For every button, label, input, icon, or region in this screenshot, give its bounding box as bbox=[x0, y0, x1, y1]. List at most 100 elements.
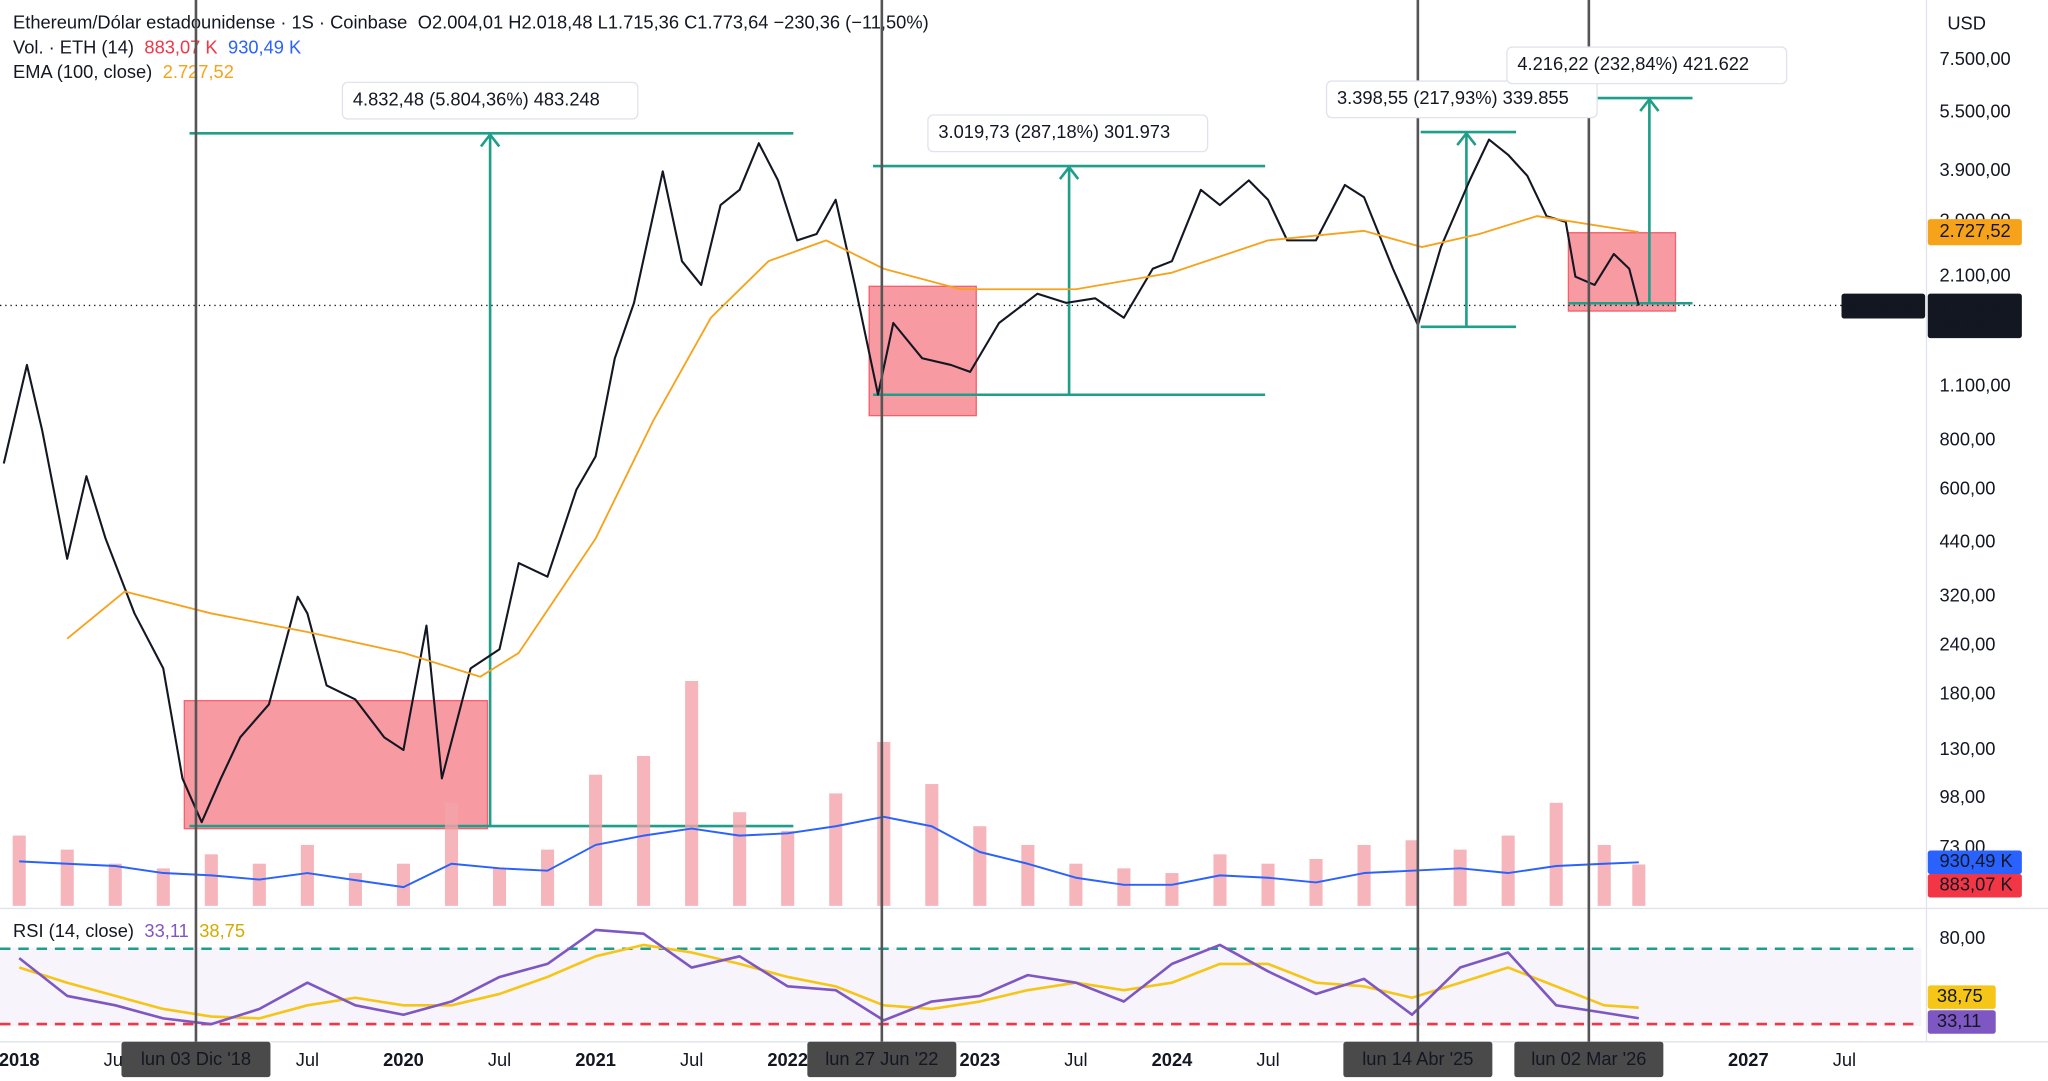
volume-bar bbox=[1165, 873, 1179, 906]
price-tag bbox=[1927, 293, 2022, 339]
symbol-tag bbox=[1841, 293, 1926, 319]
symbol: Ethereum/Dólar estadounidense · 1S · Coi… bbox=[13, 11, 407, 32]
rsi-ma-tag-label: 38,75 bbox=[1937, 985, 1983, 1006]
volume-bar bbox=[492, 868, 507, 906]
x-tick-label: Jul bbox=[680, 1049, 703, 1070]
volume-bar bbox=[396, 863, 410, 906]
date-marker-label: lun 27 Jun '22 bbox=[825, 1048, 938, 1069]
volume-bar bbox=[1632, 864, 1646, 906]
volume-ma bbox=[19, 815, 1639, 889]
y-tick-label: 7.500,00 bbox=[1940, 48, 2011, 69]
volume-bar bbox=[444, 802, 459, 906]
y-tick-label: 1.100,00 bbox=[1940, 375, 2011, 396]
volume-bar bbox=[925, 784, 939, 906]
rsi-tick-label: 80,00 bbox=[1940, 927, 1986, 948]
volume-bar bbox=[685, 681, 699, 906]
y-tick-label: 3.900,00 bbox=[1940, 159, 2011, 180]
ema-line bbox=[66, 215, 1639, 678]
y-tick-label: 440,00 bbox=[1940, 530, 1996, 551]
zone bbox=[183, 699, 489, 830]
x-tick-label: 2018 bbox=[0, 1049, 40, 1070]
legend-name: Vol. · ETH (14) bbox=[13, 36, 134, 57]
legend-value: 930,49 K bbox=[228, 36, 301, 57]
volume-bar bbox=[1501, 835, 1515, 906]
x-tick-label: Jul bbox=[1256, 1049, 1279, 1070]
volume-bar bbox=[877, 741, 891, 906]
zone bbox=[1567, 232, 1677, 312]
x-tick-label: 2021 bbox=[575, 1049, 616, 1070]
volume-bar bbox=[12, 835, 26, 906]
date-marker-label: lun 03 Dic '18 bbox=[141, 1048, 251, 1069]
x-tick-label: Jul bbox=[1833, 1049, 1856, 1070]
volume-bar bbox=[541, 849, 555, 906]
date-marker-bg bbox=[1343, 1041, 1493, 1078]
volume-bar bbox=[1213, 854, 1227, 906]
date-marker-bg bbox=[1514, 1041, 1664, 1078]
volume-bar bbox=[300, 844, 314, 906]
volume-bar bbox=[204, 854, 218, 906]
rsi-band-fill bbox=[0, 947, 1922, 1027]
legend-value: 883,07 K bbox=[144, 36, 217, 57]
ema-tag-label: 2.727,52 bbox=[1940, 220, 2011, 241]
volume-bar bbox=[733, 812, 747, 906]
measure-label: 4.216,22 (232,84%) 421.622 bbox=[1517, 53, 1749, 74]
x-tick-label: 2024 bbox=[1152, 1049, 1193, 1070]
rsi-ma-tag bbox=[1927, 985, 1996, 1009]
volume-bar bbox=[108, 863, 122, 906]
volume-bar bbox=[781, 830, 795, 906]
volume-bar bbox=[1597, 844, 1611, 906]
y-tick-label: 130,00 bbox=[1940, 738, 1996, 759]
volume-bar bbox=[1117, 868, 1131, 906]
rsi-legend: RSI (14, close) 33,11 38,75 bbox=[13, 920, 245, 941]
volume-bar bbox=[1405, 840, 1419, 906]
x-tick-label: 2020 bbox=[383, 1049, 424, 1070]
countdown-label: 3d 6h bbox=[1940, 315, 1986, 336]
x-tick-label: Jul bbox=[104, 1049, 127, 1070]
volume-legend: Vol. · ETH (14) 883,07 K 930,49 K bbox=[13, 36, 301, 57]
volume-bar bbox=[60, 849, 74, 906]
volume-bar bbox=[1357, 844, 1371, 906]
x-tick-label: 2022 bbox=[767, 1049, 808, 1070]
currency: USD bbox=[1947, 13, 1986, 34]
header-title: Ethereum/Dólar estadounidense · 1S · Coi… bbox=[13, 11, 929, 32]
legend-name: EMA (100, close) bbox=[13, 61, 152, 82]
volume-bar bbox=[829, 793, 843, 906]
x-tick-label: 2023 bbox=[959, 1049, 1000, 1070]
price-line bbox=[2, 138, 1640, 824]
volume-bar bbox=[1069, 863, 1083, 906]
volume-bar bbox=[252, 863, 266, 906]
x-tick-label: Jul bbox=[296, 1049, 319, 1070]
x-tick-label: Jul bbox=[488, 1049, 511, 1070]
ohlc: O2.004,01 H2.018,48 L1.715,36 C1.773,64 … bbox=[418, 11, 929, 32]
volume-ma-tag bbox=[1927, 850, 2022, 875]
price-axis-bg bbox=[1927, 0, 2048, 1081]
y-tick-label: 180,00 bbox=[1940, 682, 1996, 703]
legend-value: 38,75 bbox=[199, 920, 245, 941]
date-marker-bg bbox=[807, 1041, 957, 1078]
rsi-line bbox=[18, 928, 1639, 1026]
date-marker-label: lun 02 Mar '26 bbox=[1531, 1048, 1646, 1069]
y-tick-label: 600,00 bbox=[1940, 478, 1996, 499]
volume-bar bbox=[1261, 863, 1275, 906]
x-tick-label: 2027 bbox=[1728, 1049, 1769, 1070]
y-tick-label: 2.100,00 bbox=[1940, 265, 2011, 286]
volume-bar bbox=[156, 868, 170, 906]
measure-label: 3.398,55 (217,93%) 339.855 bbox=[1337, 87, 1569, 108]
y-tick-label: 800,00 bbox=[1940, 429, 1996, 450]
legend-value: 2.727,52 bbox=[163, 61, 234, 82]
symbol-tag-label: ETHUSD bbox=[1847, 295, 1922, 316]
volume-bar bbox=[637, 755, 651, 906]
date-marker-bg bbox=[121, 1041, 271, 1078]
y-tick-label: 240,00 bbox=[1940, 633, 1996, 654]
x-tick-label: Jul bbox=[1064, 1049, 1087, 1070]
measure-label: 3.019,73 (287,18%) 301.973 bbox=[938, 121, 1170, 142]
measure-labels: 4.832,48 (5.804,36%) 483.248 3.019,73 (2… bbox=[341, 46, 1788, 153]
date-marker-label: lun 14 Abr '25 bbox=[1362, 1048, 1473, 1069]
y-tick-label: 5.500,00 bbox=[1940, 101, 2011, 122]
measure bbox=[189, 96, 1693, 828]
price-tag-label: 1.773,64 bbox=[1940, 295, 2011, 316]
volume-bar bbox=[973, 826, 987, 906]
